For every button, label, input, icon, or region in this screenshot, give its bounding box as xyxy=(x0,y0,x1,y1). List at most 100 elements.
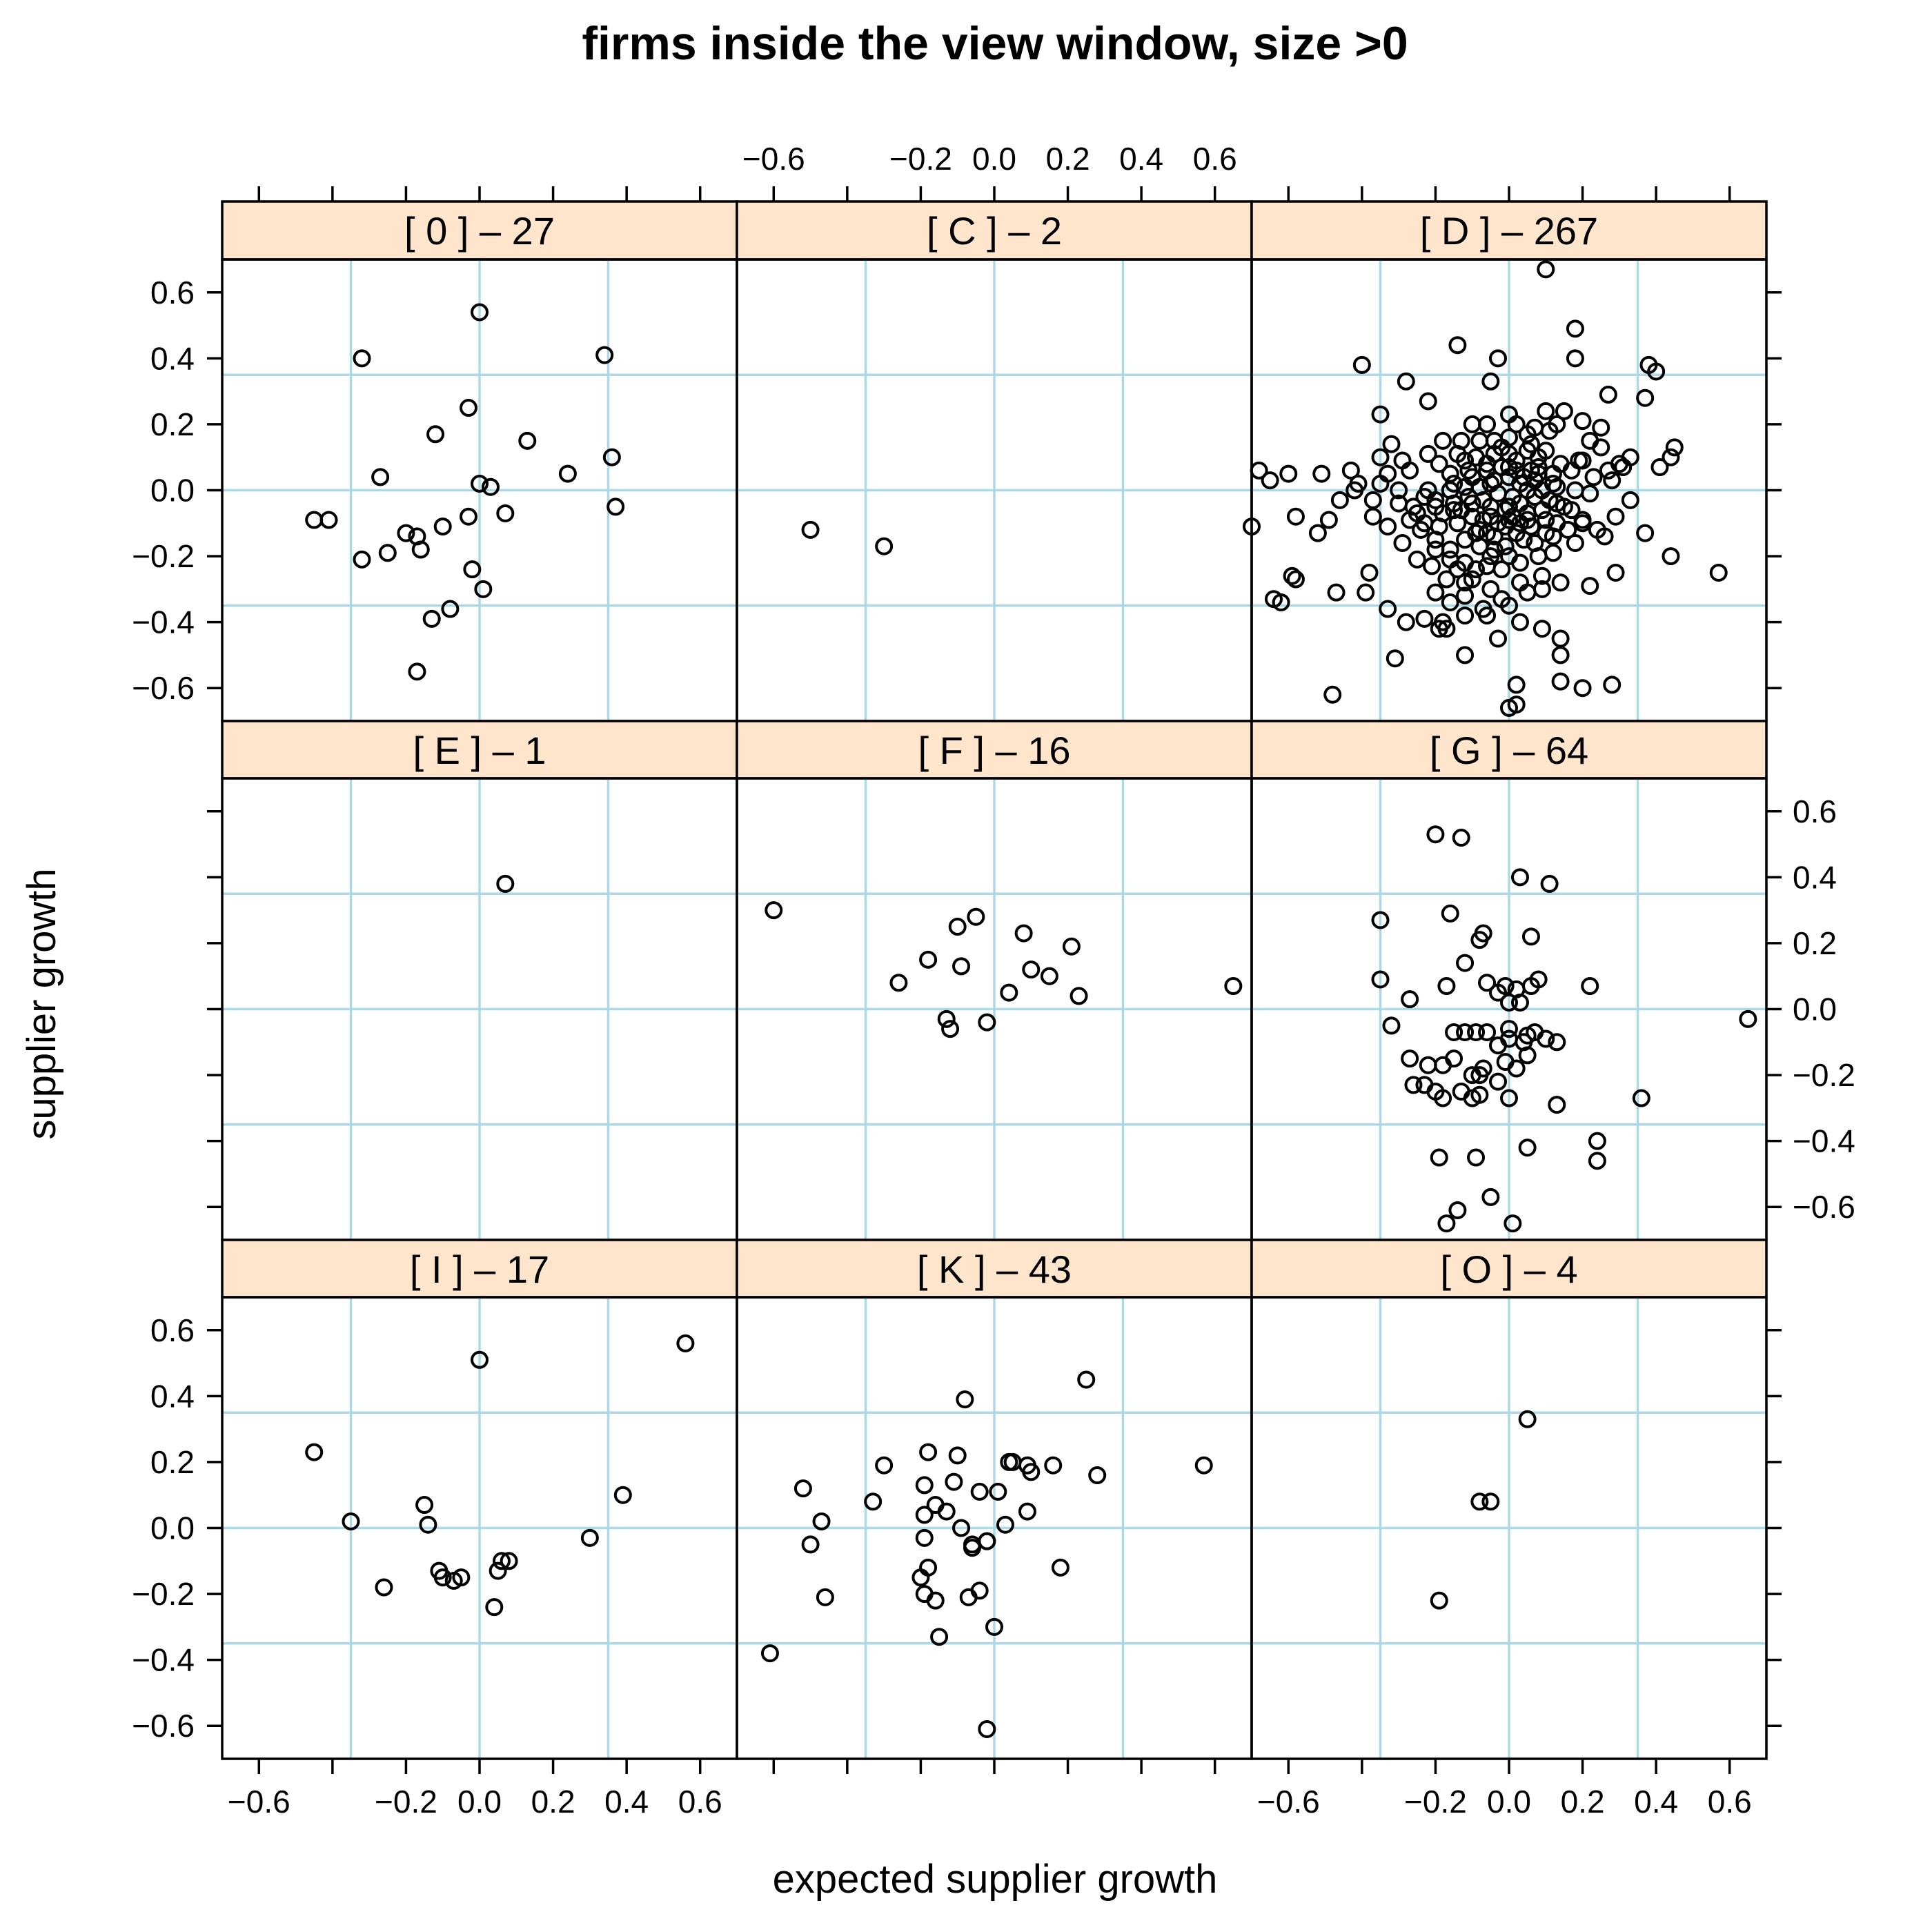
data-point xyxy=(1518,1046,1537,1065)
data-point xyxy=(1489,1036,1508,1055)
data-point xyxy=(1481,580,1500,598)
data-point xyxy=(1264,590,1283,609)
data-point xyxy=(433,1568,452,1587)
data-point xyxy=(1518,1138,1537,1157)
panel-2: [ D ] – 267 xyxy=(1243,200,1768,722)
data-point xyxy=(1327,583,1346,602)
data-point xyxy=(1521,435,1540,453)
data-point xyxy=(1448,336,1467,355)
data-point xyxy=(915,1476,934,1495)
strip-label: [ F ] – 16 xyxy=(918,729,1071,772)
data-point xyxy=(1500,993,1518,1012)
y-tick-label: −0.6 xyxy=(132,1708,195,1744)
data-point xyxy=(1592,438,1610,457)
data-point xyxy=(1489,629,1508,648)
x-tick-label: −0.2 xyxy=(375,1784,437,1820)
data-point xyxy=(948,1446,967,1465)
y-tick-label: 0.0 xyxy=(1793,992,1837,1027)
data-point xyxy=(1470,1085,1489,1104)
data-point xyxy=(1463,415,1481,433)
data-point xyxy=(1419,444,1437,463)
x-tick-label: 0.6 xyxy=(678,1784,722,1820)
data-point xyxy=(1537,260,1555,279)
data-point xyxy=(1581,977,1599,996)
y-tick-label: 0.6 xyxy=(1793,793,1837,829)
data-point xyxy=(305,1443,324,1461)
data-point xyxy=(963,1539,982,1557)
data-point xyxy=(1371,405,1390,424)
data-point xyxy=(1606,507,1625,526)
data-point xyxy=(1319,511,1338,529)
data-point xyxy=(978,1013,996,1032)
data-point xyxy=(919,1443,938,1461)
data-point xyxy=(1382,435,1401,453)
y-tick-label: 0.0 xyxy=(150,473,195,509)
data-point xyxy=(1430,455,1448,473)
data-point xyxy=(1463,1066,1481,1085)
data-point xyxy=(452,1568,471,1587)
data-point xyxy=(1430,1591,1448,1610)
data-point xyxy=(1603,676,1621,694)
x-tick-label: 0.2 xyxy=(1046,141,1090,177)
data-point xyxy=(1573,679,1592,698)
data-point xyxy=(602,448,621,466)
data-point xyxy=(1492,438,1511,457)
data-point xyxy=(996,1515,1014,1534)
data-point xyxy=(1070,987,1088,1005)
data-point xyxy=(1621,491,1639,509)
data-point xyxy=(915,1528,934,1547)
data-point xyxy=(1500,497,1518,516)
x-tick-label: −0.6 xyxy=(1257,1784,1320,1820)
data-point xyxy=(1434,1089,1452,1107)
data-point xyxy=(801,1535,820,1554)
data-point xyxy=(1022,960,1041,979)
data-point xyxy=(1662,448,1680,466)
data-point xyxy=(1194,1456,1213,1475)
data-point xyxy=(793,1479,812,1498)
data-point xyxy=(1474,924,1492,943)
data-point xyxy=(1562,501,1581,520)
data-point xyxy=(1489,349,1508,368)
data-point xyxy=(676,1334,695,1352)
data-point xyxy=(1312,464,1331,483)
data-point xyxy=(1603,471,1621,490)
data-point xyxy=(1632,1089,1650,1107)
data-point xyxy=(397,524,415,542)
data-point xyxy=(1448,560,1467,579)
data-point xyxy=(1548,415,1566,433)
data-point xyxy=(1610,455,1628,473)
data-point xyxy=(1283,566,1301,585)
data-point xyxy=(500,1552,518,1570)
data-point xyxy=(1393,451,1412,470)
data-point xyxy=(1452,501,1470,520)
data-point xyxy=(1426,825,1445,844)
data-point xyxy=(463,560,482,579)
y-tick-label: −0.2 xyxy=(1793,1057,1855,1093)
data-point xyxy=(952,957,971,976)
data-point xyxy=(1371,911,1390,929)
data-point xyxy=(1397,613,1415,631)
data-point xyxy=(1551,573,1570,592)
data-point xyxy=(1581,577,1599,595)
y-tick-label: 0.4 xyxy=(150,1378,195,1414)
data-point xyxy=(460,507,478,526)
panel-5: [ G ] – 64 xyxy=(1250,720,1768,1241)
data-point xyxy=(1526,533,1544,552)
x-tick-label: 0.4 xyxy=(1119,141,1163,177)
panel-3: [ E ] – 1 xyxy=(221,720,738,1241)
y-axis-label: supplier growth xyxy=(19,868,64,1139)
data-point xyxy=(1018,1502,1036,1521)
y-tick-label: 0.4 xyxy=(150,340,195,376)
data-point xyxy=(1363,507,1382,526)
data-point xyxy=(1470,477,1489,496)
data-point xyxy=(1521,927,1540,946)
data-point xyxy=(1551,672,1570,691)
data-point xyxy=(952,1519,971,1537)
data-point xyxy=(1551,629,1570,648)
data-point xyxy=(375,1578,393,1597)
data-point xyxy=(1286,507,1305,526)
data-point xyxy=(1459,461,1478,480)
data-point xyxy=(1437,570,1456,589)
data-point xyxy=(485,1598,504,1617)
strip-box xyxy=(1250,1239,1768,1299)
